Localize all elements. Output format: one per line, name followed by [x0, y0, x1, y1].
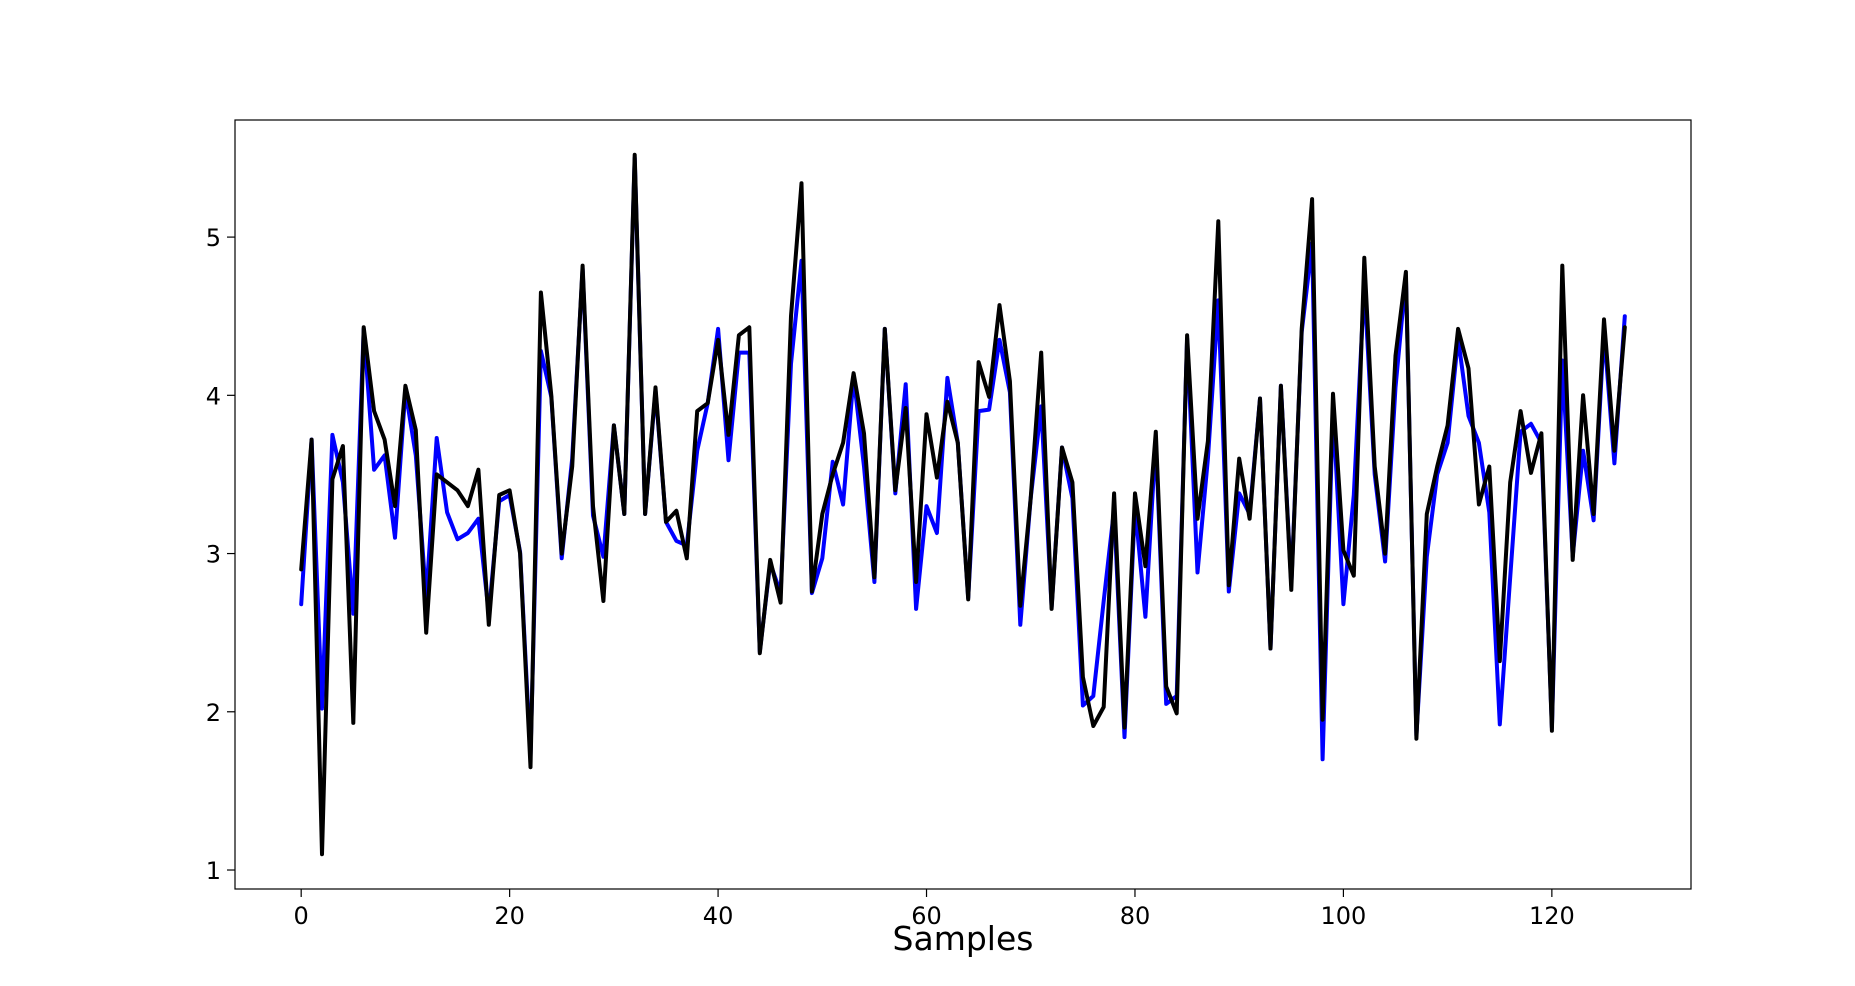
y-tick-label: 5	[206, 224, 221, 252]
x-tick-label: 40	[703, 902, 734, 930]
plot-frame	[234, 119, 1692, 890]
x-axis: 0 20 40 60 80 100 120	[294, 889, 1575, 930]
y-tick-label: 3	[206, 541, 221, 569]
x-tick-label: 80	[1120, 902, 1151, 930]
x-tick-label: 20	[494, 902, 525, 930]
x-tick-label: 0	[294, 902, 309, 930]
y-tick-label: 1	[206, 857, 221, 885]
x-axis-title: Samples	[893, 919, 1034, 958]
y-axis: 1 2 3 4 5	[206, 224, 235, 885]
series-line-2	[299, 152, 1627, 857]
series-layer	[299, 152, 1627, 857]
y-tick-label: 2	[206, 699, 221, 727]
x-tick-label: 120	[1529, 902, 1575, 930]
x-tick-label: 60	[911, 902, 942, 930]
x-tick-label: 100	[1321, 902, 1367, 930]
y-tick-label: 4	[206, 382, 221, 410]
